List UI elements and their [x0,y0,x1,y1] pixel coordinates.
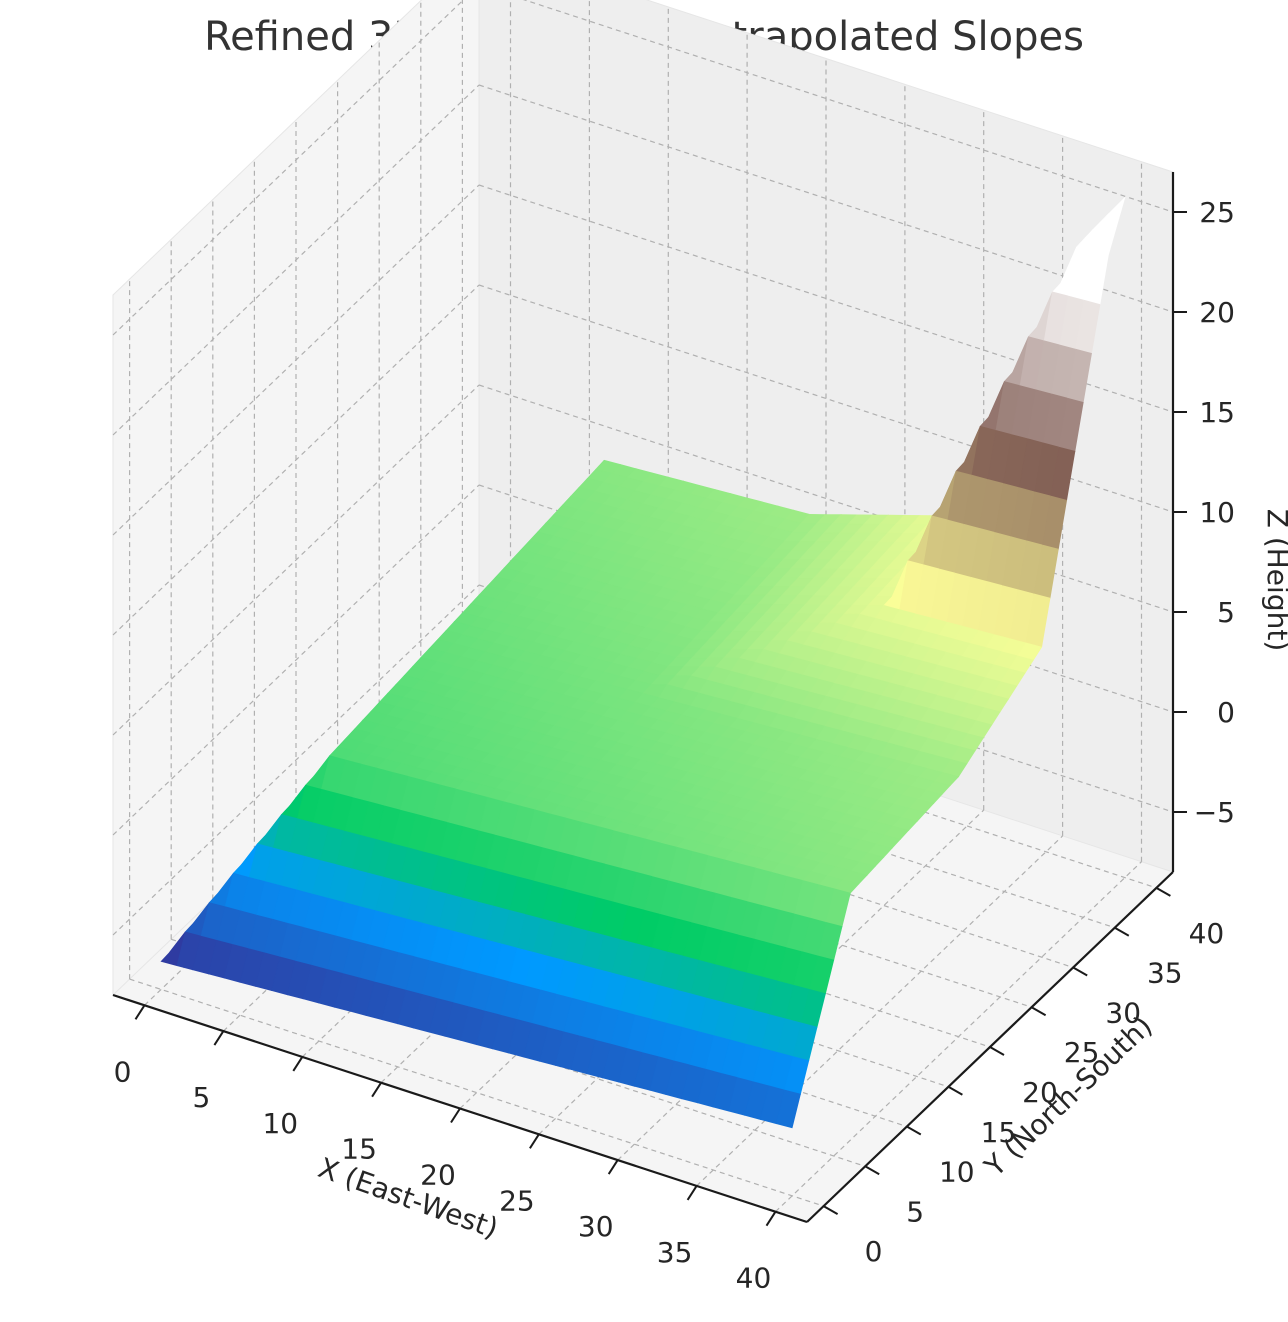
grid-line-left-z [112,284,480,636]
grid-line-left-z [112,0,465,336]
y-tick-label: 0 [865,1235,883,1268]
y-tick-mark [823,1205,839,1215]
grid-line-left-z [112,484,480,836]
x-tick-mark [292,1056,304,1072]
x-axis-label: X (East-West) [314,1151,502,1245]
x-tick-label: 25 [499,1184,535,1217]
x-tick-mark [686,1185,698,1201]
y-tick-label: 10 [939,1156,975,1189]
grid-line-floor-y [129,978,824,1207]
x-tick-mark [765,1211,777,1227]
y-tick-label: 25 [1064,1036,1100,1069]
y-tick-label: 35 [1147,957,1183,990]
x-tick-mark [213,1030,225,1046]
grid-line-back-z [478,84,1174,313]
surface-facet [775,1089,801,1129]
x-tick-label: 15 [341,1133,377,1166]
x-tick-label: 40 [736,1262,772,1295]
x-tick-label: 20 [420,1159,456,1192]
y-tick-mark [989,1046,1005,1056]
grid-line-back-z [522,0,1174,213]
grid-line-left-z [112,184,480,536]
y-tick-mark [1031,1006,1047,1017]
grid-line-back-z [478,384,1174,613]
x-tick-label: 5 [192,1081,210,1114]
z-axis-label: Z (Height) [1261,509,1288,652]
grid-line-left-z [112,384,480,736]
y-tick-label: 40 [1189,917,1225,950]
x-tick-mark [607,1159,619,1175]
y-tick-label: 15 [981,1116,1017,1149]
grid-line-left-z [112,584,480,936]
z-tick-label: 10 [1199,496,1235,529]
grid-line-back-z [478,184,1174,413]
y-tick-label: 5 [906,1195,924,1228]
y-tick-mark [906,1125,922,1136]
y-tick-label: 20 [1022,1076,1058,1109]
z-tick-label: 25 [1199,196,1235,229]
terrain-surface [160,196,1126,1129]
z-tick-label: 15 [1199,396,1235,429]
y-tick-mark [864,1165,880,1176]
x-tick-label: 30 [578,1210,614,1243]
z-tick-label: −5 [1194,796,1235,829]
x-tick-mark [371,1082,382,1098]
x-tick-mark [134,1004,146,1020]
y-tick-mark [1114,926,1130,937]
tick-labels: 05101520253035400510152025303540−5051015… [114,196,1235,1295]
y-tick-mark [947,1085,963,1096]
y-tick-label: 30 [1105,997,1141,1030]
y-tick-mark [1072,966,1088,977]
x-tick-mark [529,1133,540,1149]
x-tick-mark [450,1107,461,1124]
x-tick-label: 35 [657,1236,693,1269]
z-tick-label: 20 [1199,296,1235,329]
x-tick-label: 10 [262,1107,298,1140]
z-tick-label: 0 [1217,696,1235,729]
y-tick-mark [1155,887,1171,897]
z-tick-label: 5 [1217,596,1235,629]
grid-line-back-z [478,284,1174,513]
grid-line-left-z [112,84,480,436]
x-tick-label: 0 [114,1055,132,1088]
